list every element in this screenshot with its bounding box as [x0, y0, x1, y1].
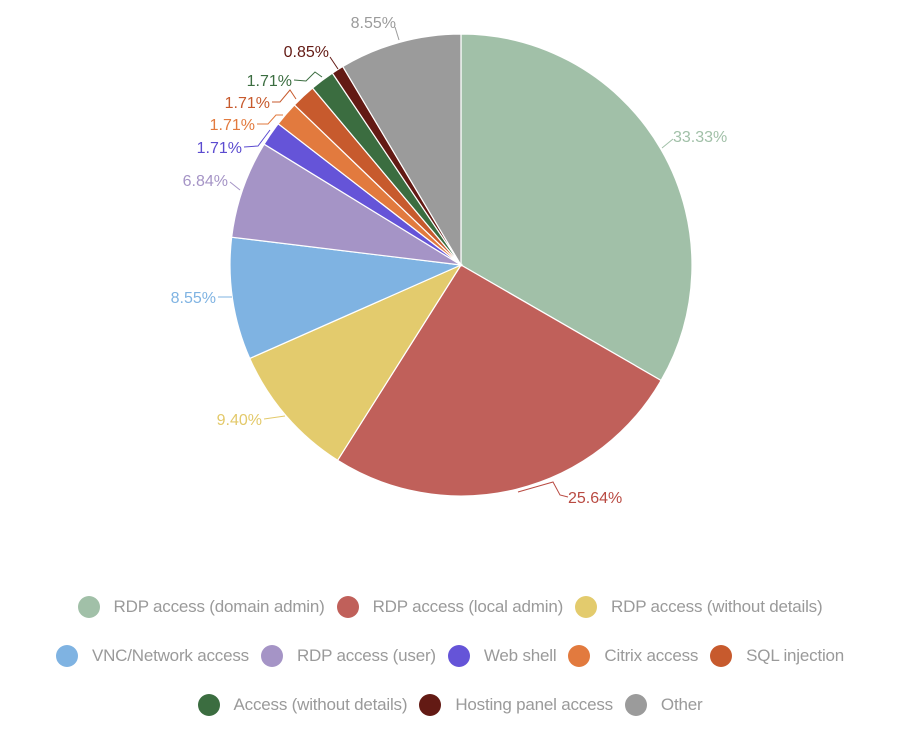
legend-item[interactable]: Web shell [447, 644, 557, 667]
legend-item[interactable]: Citrix access [568, 644, 699, 667]
legend-row: RDP access (domain admin) RDP access (loc… [0, 582, 900, 631]
leader-line [661, 138, 674, 149]
leader-line [229, 181, 241, 191]
legend-swatch [710, 644, 733, 667]
legend-swatch [77, 595, 100, 618]
data-label: 9.40% [217, 412, 262, 429]
legend-swatch [575, 595, 598, 618]
legend-item[interactable]: Hosting panel access [419, 693, 613, 716]
legend-row: VNC/Network access RDP access (user) Web s… [0, 631, 900, 680]
leader-line [272, 89, 297, 103]
legend-item[interactable]: VNC/Network access [55, 644, 249, 667]
legend-swatch [260, 644, 283, 667]
legend-swatch [447, 644, 470, 667]
leader-line [257, 114, 283, 125]
leader-line [263, 415, 286, 420]
legend-swatch [419, 693, 442, 716]
data-label: 6.84% [183, 173, 228, 190]
pie-slice[interactable] [248, 263, 463, 462]
pie-slice[interactable] [336, 264, 662, 497]
legend-swatch [624, 693, 647, 716]
legend-label: RDP access (without details) [611, 596, 823, 616]
legend-label: RDP access (user) [296, 645, 436, 665]
legend-label: SQL injection [746, 645, 845, 665]
legend-label: Citrix access [604, 645, 699, 665]
pie-slice[interactable] [460, 33, 693, 382]
leader-line [243, 129, 271, 148]
leader-line [293, 71, 323, 82]
legend-item[interactable]: RDP access (without details) [575, 595, 823, 618]
legend-label: VNC/Network access [91, 645, 249, 665]
legend-label: Web shell [483, 645, 557, 665]
legend-item[interactable]: RDP access (user) [260, 644, 436, 667]
pie-slice[interactable] [229, 236, 464, 360]
data-label: 1.71% [197, 140, 242, 157]
legend-label: Access (without details) [233, 694, 408, 714]
pie-chart: 33.33% 25.64% 9.40% 8.55% 6.84% 1.71% 1.71% 1.7… [171, 15, 728, 507]
legend-label: RDP access (local admin) [372, 596, 564, 616]
legend-item[interactable]: SQL injection [710, 644, 845, 667]
legend-swatch [197, 693, 220, 716]
data-label: 1.71% [210, 117, 255, 134]
pie-slice[interactable] [341, 33, 462, 268]
legend-item[interactable]: Access (without details) [197, 693, 408, 716]
data-label: 8.55% [171, 290, 216, 307]
data-label: 0.85% [284, 44, 329, 61]
data-label: 25.64% [568, 490, 622, 507]
legend-swatch [55, 644, 78, 667]
leader-line [517, 481, 569, 498]
data-label: 33.33% [673, 129, 727, 146]
legend-label: Other [660, 694, 703, 714]
legend-item[interactable]: RDP access (domain admin) [77, 595, 325, 618]
legend-row: Access (without details) Hosting panel ac… [0, 680, 900, 729]
leader-line [329, 56, 339, 70]
leader-line [394, 26, 400, 41]
legend-label: Hosting panel access [455, 694, 613, 714]
legend-swatch [336, 595, 359, 618]
data-label: 8.55% [351, 15, 396, 32]
data-label: 1.71% [247, 73, 292, 90]
legend-item[interactable]: RDP access (local admin) [336, 595, 564, 618]
legend-label: RDP access (domain admin) [113, 596, 325, 616]
data-label: 1.71% [225, 95, 270, 112]
legend-swatch [568, 644, 591, 667]
legend: RDP access (domain admin) RDP access (loc… [0, 582, 900, 729]
legend-item[interactable]: Other [624, 693, 703, 716]
